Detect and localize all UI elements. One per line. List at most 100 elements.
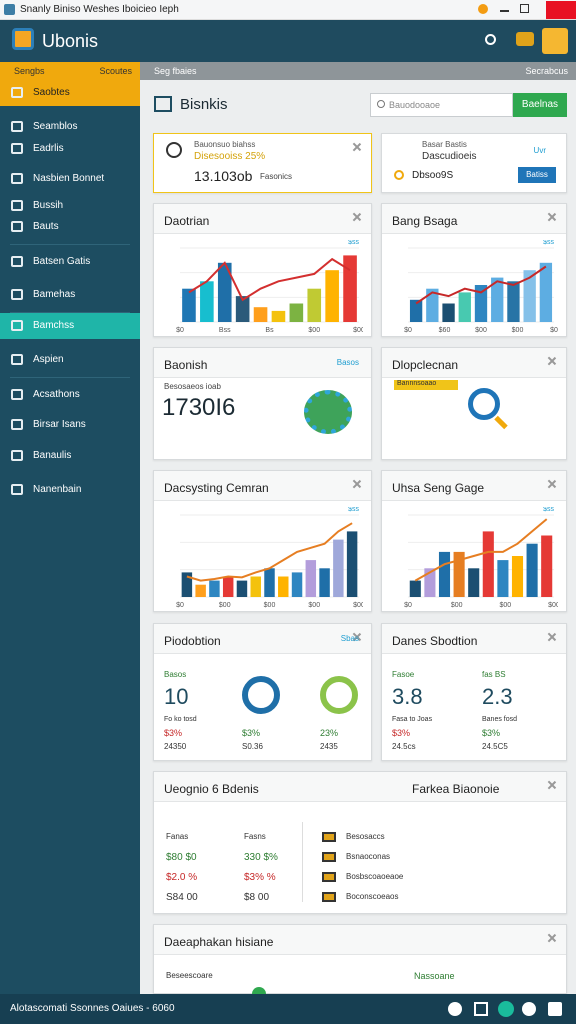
- stat-change: $3%: [164, 728, 183, 738]
- legend: $ss: [543, 240, 554, 246]
- footer-icon[interactable]: [474, 1002, 488, 1016]
- bar: [333, 539, 344, 597]
- card-header: [382, 348, 566, 378]
- footer-icon[interactable]: [448, 1002, 462, 1016]
- close[interactable]: [546, 1, 576, 19]
- sidebar-icon: [11, 484, 23, 495]
- search-box[interactable]: Bauodooaoe: [370, 93, 513, 117]
- sidebar-item[interactable]: Birsar Isans: [0, 412, 140, 438]
- bar: [523, 270, 536, 322]
- card-button[interactable]: Batiss: [518, 167, 556, 183]
- sidebar-item[interactable]: Banaulis: [0, 443, 140, 469]
- sidebar-item[interactable]: Saobtes: [0, 80, 140, 106]
- window-title: Snanly Biniso Weshes Iboicieo Ieph: [20, 4, 179, 15]
- stat-change: $3%: [392, 728, 411, 738]
- stat-note: Fo ko tosd: [164, 716, 197, 723]
- card-title: Daotrian: [164, 214, 210, 228]
- mini-chart: $ss $0 $00 $00 $00: [404, 507, 558, 609]
- card: Daeaphakan hisiane Beseescoare Nassoane: [153, 924, 567, 1001]
- bar: [426, 288, 439, 322]
- search-button[interactable]: Baelnas: [513, 93, 567, 117]
- sidebar-item[interactable]: Acsathons: [0, 382, 140, 408]
- x-tick-label: $00: [548, 602, 558, 609]
- grid-cell: $80 $0: [166, 852, 197, 863]
- divider: [10, 244, 130, 245]
- close[interactable]: [548, 934, 556, 942]
- card-title: Dlopclecnan: [392, 358, 459, 372]
- bar: [343, 255, 357, 322]
- bar: [307, 288, 322, 322]
- toolbar-action[interactable]: Secrabcus: [525, 66, 568, 76]
- trend-line: [188, 257, 351, 302]
- search-icon[interactable]: [485, 34, 496, 45]
- sidebar-item[interactable]: Eadrlis: [0, 136, 140, 162]
- card-note: Besosaeos ioab: [164, 382, 221, 391]
- stat-value: 2.3: [482, 684, 513, 709]
- trend-line: [186, 522, 353, 582]
- close[interactable]: [548, 357, 556, 365]
- sidebar-label: Birsar Isans: [33, 419, 86, 430]
- bar: [319, 568, 330, 597]
- bar: [409, 580, 421, 597]
- sidebar-label: Aspien: [33, 354, 64, 365]
- maximize[interactable]: [520, 4, 529, 13]
- close[interactable]: [353, 143, 361, 151]
- close[interactable]: [353, 480, 361, 488]
- x-tick-label: $00: [512, 327, 524, 334]
- stat-total: 2435: [320, 742, 338, 751]
- sidebar-item[interactable]: Bamehas: [0, 282, 140, 308]
- close[interactable]: [548, 213, 556, 221]
- profile-icon[interactable]: [478, 4, 488, 14]
- grid-cell: 330 $%: [244, 852, 278, 863]
- bar: [195, 584, 206, 597]
- grid-cell: S84 00: [166, 892, 198, 903]
- bar: [468, 568, 480, 597]
- minimize[interactable]: [500, 10, 509, 12]
- x-tick-label: $0: [176, 327, 184, 334]
- x-tick-label: $00: [353, 602, 363, 609]
- sidebar-item[interactable]: Aspien: [0, 347, 140, 373]
- card-title: Bang Bsaga: [392, 214, 458, 228]
- close[interactable]: [353, 213, 361, 221]
- sidebar-item[interactable]: Bauts: [0, 214, 140, 240]
- avatar[interactable]: [542, 28, 568, 54]
- sidebar-label: Saobtes: [33, 87, 70, 98]
- close[interactable]: [548, 781, 556, 789]
- sidebar-label: Bamehas: [33, 289, 76, 300]
- user-badge[interactable]: [516, 32, 534, 46]
- close[interactable]: [548, 480, 556, 488]
- bar: [482, 531, 494, 597]
- sidebar-item[interactable]: Nanenbain: [0, 477, 140, 503]
- list-item: Besosaccs: [346, 832, 385, 841]
- close[interactable]: [548, 633, 556, 641]
- sidebar-item[interactable]: Bussih: [0, 193, 140, 219]
- grid-cell: Fanas: [166, 832, 189, 841]
- sidebar-icon: [11, 200, 23, 211]
- bar: [264, 568, 275, 597]
- app-name: Ubonis: [42, 31, 99, 51]
- sidebar-item[interactable]: Bamchss: [0, 313, 140, 339]
- footer-icon[interactable]: [548, 1002, 562, 1016]
- card-header: [154, 471, 371, 501]
- card: Danes Sbodtion Fasoe 3.8 Fasa to Joas $3% 24.…: [381, 623, 567, 761]
- bar: [271, 310, 286, 322]
- sidebar-label: Nanenbain: [33, 484, 82, 495]
- bar: [526, 543, 538, 597]
- sidebar-icon: [11, 419, 23, 430]
- bar: [182, 288, 196, 322]
- bar: [235, 296, 250, 322]
- sidebar-item[interactable]: Batsen Gatis: [0, 249, 140, 275]
- sidebar-icon: [11, 289, 23, 300]
- card-header: [382, 204, 566, 234]
- footer-icon[interactable]: [522, 1002, 536, 1016]
- sidebar-item[interactable]: Nasbien Bonnet: [0, 166, 140, 192]
- bar: [507, 281, 520, 322]
- stat-label: fas BS: [482, 670, 506, 679]
- list-item: Bsnaoconas: [346, 852, 391, 861]
- sidebar-item[interactable]: Seamblos: [0, 114, 140, 140]
- sidebar-label: Seamblos: [33, 121, 78, 132]
- bar: [236, 580, 248, 597]
- footer-icon[interactable]: [498, 1001, 514, 1017]
- list-icon: [322, 852, 336, 862]
- trend-line: [415, 265, 547, 305]
